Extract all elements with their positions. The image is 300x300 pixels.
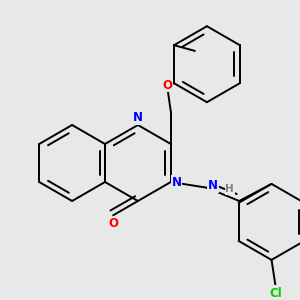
Text: Cl: Cl [269,286,282,300]
Text: O: O [108,217,118,230]
Text: N: N [172,176,182,188]
Text: H: H [226,184,234,194]
Text: N: N [133,111,143,124]
Text: N: N [208,179,218,192]
Text: O: O [162,79,172,92]
